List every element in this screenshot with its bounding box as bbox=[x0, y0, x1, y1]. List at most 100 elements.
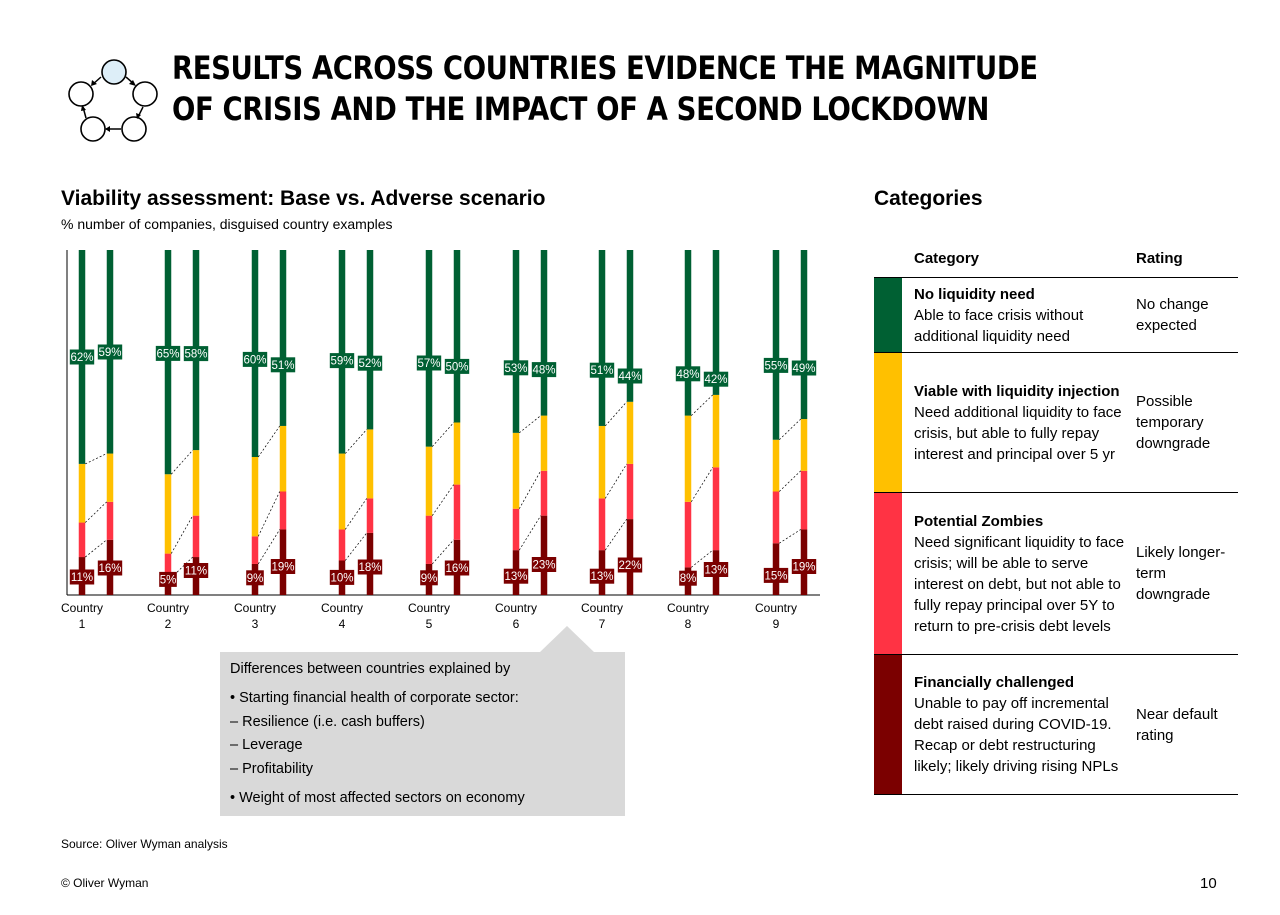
column-header-rating: Rating bbox=[1134, 244, 1238, 278]
bar-adverse-segment bbox=[540, 250, 548, 416]
data-label-top-adverse: 58% bbox=[184, 349, 207, 361]
table-row: Viable with liquidity injection Need addi… bbox=[874, 352, 1238, 493]
bar-adverse-segment bbox=[279, 425, 287, 492]
connector-line bbox=[85, 501, 107, 523]
bar-adverse-segment bbox=[626, 401, 634, 464]
data-label-bottom-base-bg bbox=[589, 568, 615, 584]
connector-line bbox=[518, 515, 542, 551]
x-tick-label: Country bbox=[147, 601, 189, 615]
data-label-bottom-base-bg bbox=[159, 571, 177, 587]
data-label-top-base: 62% bbox=[70, 352, 93, 364]
bar-base-segment bbox=[78, 522, 86, 558]
bar-base-segment bbox=[684, 250, 692, 416]
callout-bullet-text: Weight of most affected sectors on econo… bbox=[239, 790, 525, 806]
callout-bullet: • Weight of most affected sectors on eco… bbox=[230, 790, 525, 806]
connector-line bbox=[691, 394, 713, 416]
connector-line bbox=[779, 470, 801, 492]
bar-adverse-segment bbox=[453, 250, 461, 423]
bar-adverse-segment bbox=[453, 484, 461, 540]
bar-base-segment bbox=[598, 425, 606, 499]
data-label-bottom-adverse: 18% bbox=[358, 562, 381, 574]
data-label-bottom-base-bg bbox=[420, 570, 438, 586]
bar-base-segment bbox=[164, 553, 172, 578]
category-swatch bbox=[874, 654, 902, 795]
data-label-top-adverse: 59% bbox=[98, 347, 121, 359]
copyright: © Oliver Wyman bbox=[61, 876, 149, 890]
connector-line bbox=[170, 515, 194, 554]
connector-line bbox=[344, 429, 368, 454]
data-label-top-adverse-bg bbox=[531, 362, 557, 378]
category-swatch bbox=[874, 352, 902, 493]
category-cell: Viable with liquidity injection Need addi… bbox=[902, 352, 1134, 493]
callout-intro: Differences between countries explained … bbox=[230, 661, 511, 677]
connector-line bbox=[431, 539, 455, 565]
connector-line bbox=[85, 539, 107, 558]
data-label-bottom-adverse: 19% bbox=[792, 562, 815, 574]
category-swatch bbox=[874, 277, 902, 353]
data-label-top-base-bg bbox=[329, 353, 355, 369]
category-cell: Financially challenged Unable to pay off … bbox=[902, 654, 1134, 795]
data-label-bottom-base: 13% bbox=[504, 571, 527, 583]
bar-base-segment bbox=[164, 250, 172, 475]
connector-line bbox=[779, 418, 801, 441]
source-note: Source: Oliver Wyman analysis bbox=[61, 837, 228, 851]
x-tick-label: 2 bbox=[165, 617, 172, 631]
data-label-bottom-adverse: 11% bbox=[185, 566, 207, 578]
connector-line bbox=[170, 449, 194, 475]
connector-line bbox=[518, 470, 542, 509]
bar-base-segment bbox=[425, 250, 433, 447]
bar-adverse-segment bbox=[626, 519, 634, 595]
data-label-top-base-bg bbox=[155, 345, 181, 361]
category-description: Need significant liquidity to face crisi… bbox=[914, 533, 1125, 635]
data-label-bottom-base: 10% bbox=[330, 572, 353, 584]
callout-sub-text: Resilience (i.e. cash buffers) bbox=[242, 714, 425, 730]
data-label-top-adverse: 49% bbox=[792, 363, 815, 375]
data-label-top-base-bg bbox=[589, 362, 615, 378]
connector-line bbox=[431, 484, 455, 516]
connector-line bbox=[257, 491, 281, 537]
bar-adverse-segment bbox=[540, 515, 548, 595]
table-row: No liquidity need Able to face crisis wit… bbox=[874, 277, 1238, 353]
connector-line bbox=[85, 453, 107, 465]
bar-base-segment bbox=[772, 439, 780, 492]
data-label-top-adverse-bg bbox=[703, 371, 729, 387]
category-description: Unable to pay off incremental debt raise… bbox=[914, 695, 1119, 775]
category-swatch bbox=[874, 492, 902, 655]
category-name: Viable with liquidity injection bbox=[914, 382, 1120, 400]
x-tick-label: 4 bbox=[339, 617, 346, 631]
data-label-bottom-adverse: 19% bbox=[271, 562, 294, 574]
callout-bullet: • Starting financial health of corporate… bbox=[230, 690, 519, 706]
x-tick-label: Country bbox=[321, 601, 363, 615]
x-tick-label: Country bbox=[667, 601, 709, 615]
bar-adverse-segment bbox=[626, 250, 634, 402]
data-label-top-adverse: 48% bbox=[532, 365, 555, 377]
bar-base-segment bbox=[684, 415, 692, 502]
data-label-top-adverse-bg bbox=[444, 358, 470, 374]
bar-adverse-segment bbox=[106, 453, 114, 502]
bar-adverse-segment bbox=[800, 250, 808, 420]
data-label-bottom-adverse: 23% bbox=[532, 560, 555, 572]
data-label-bottom-adverse-bg bbox=[531, 557, 557, 572]
bar-base-segment bbox=[512, 432, 520, 509]
connector-line bbox=[604, 401, 628, 427]
data-label-top-base-bg bbox=[416, 355, 442, 371]
data-label-bottom-base: 13% bbox=[590, 571, 613, 583]
data-label-top-adverse-bg bbox=[617, 368, 643, 384]
table-header-row: Category Rating bbox=[874, 244, 1238, 278]
callout-sub-text: Leverage bbox=[242, 737, 303, 753]
bar-base-segment bbox=[598, 498, 606, 551]
x-tick-label: 3 bbox=[252, 617, 259, 631]
bar-adverse-segment bbox=[712, 250, 720, 395]
data-label-bottom-base: 5% bbox=[160, 574, 177, 586]
category-name: No liquidity need bbox=[914, 285, 1035, 303]
data-label-top-adverse-bg bbox=[270, 357, 296, 373]
data-label-top-base: 55% bbox=[764, 360, 787, 372]
connector-line bbox=[691, 549, 713, 568]
data-label-top-adverse: 51% bbox=[271, 360, 294, 372]
bar-adverse-segment bbox=[540, 415, 548, 471]
chart-subtitle: % number of companies, disguised country… bbox=[61, 216, 393, 232]
categories-table: Category Rating No liquidity need Able to… bbox=[874, 244, 1238, 795]
data-label-top-adverse-bg bbox=[357, 355, 383, 371]
callout-box: Differences between countries explained … bbox=[220, 652, 625, 816]
data-label-bottom-base-bg bbox=[246, 570, 264, 586]
